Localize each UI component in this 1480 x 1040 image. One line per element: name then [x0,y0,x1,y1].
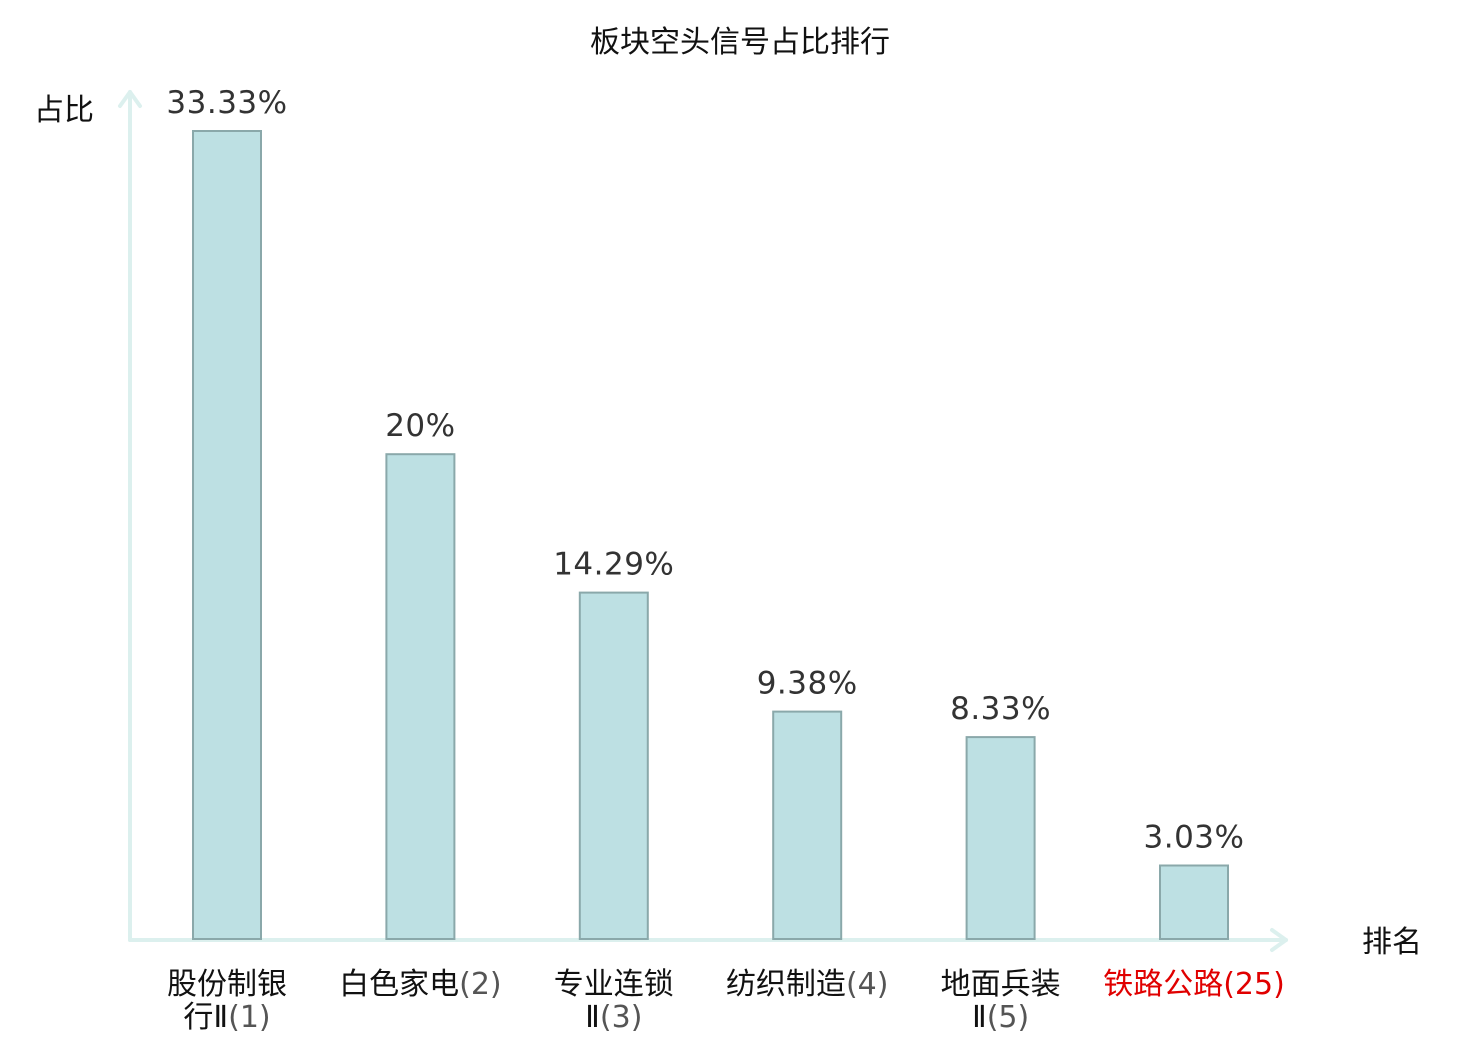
x-axis-arrow [1270,928,1288,952]
x-axis-label: 排名 [1362,925,1422,960]
bar [965,736,1036,940]
bars [192,130,1229,940]
y-axis-arrow [118,90,142,108]
bar-value-label: 14.29% [553,547,674,583]
bar-value-label: 8.33% [950,691,1051,727]
bar-value-label: 33.33% [166,85,287,121]
bar [578,591,649,940]
bar-value-label: 3.03% [1144,820,1245,856]
category-label: 股份制银行Ⅱ(1) [167,967,287,1035]
category-label: 纺织制造(4) [726,967,889,1002]
category-labels: 股份制银行Ⅱ(1) 白色家电(2) 专业连锁 Ⅱ(3) 纺织制造(4) 地面兵装 Ⅱ(5) 铁… [167,967,1285,1035]
value-labels: 33.33% 20% 14.29% 9.38% 8.33% 3.03% [166,85,1244,856]
bar [385,453,456,940]
category-label: 白色家电(2) [339,967,502,1002]
axes [118,90,1288,952]
bar [772,710,843,940]
chart-title: 板块空头信号占比排行 [590,25,890,60]
bar [1159,864,1229,940]
y-axis-label: 占比 [34,93,94,128]
category-label: 专业连锁 Ⅱ(3) [554,967,674,1035]
bar-value-label: 20% [385,408,455,444]
category-label: 地面兵装 Ⅱ(5) [941,967,1061,1035]
category-label: 铁路公路(25) [1103,967,1285,1002]
bar [192,130,262,940]
bar-value-label: 9.38% [757,666,858,702]
